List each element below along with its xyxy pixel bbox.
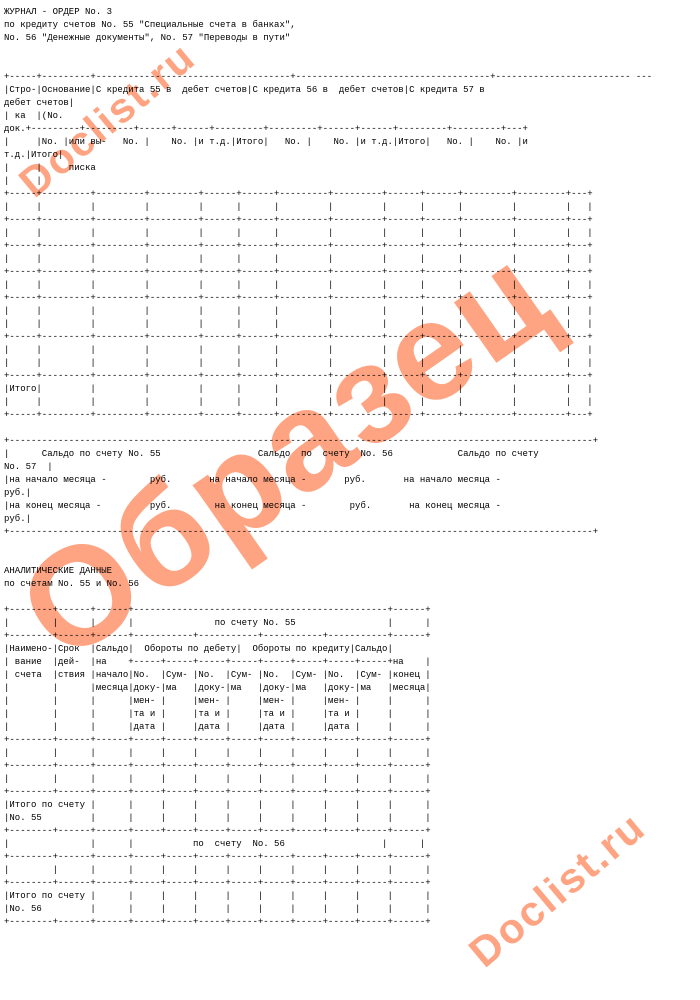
saldo-l3: |на конец месяца - руб. на конец месяца … [4, 501, 501, 511]
saldo-top: +---------------------------------------… [4, 436, 598, 446]
t1-h4: | |No. |или вы- No. | No. |и т.д.|Итого|… [4, 137, 528, 147]
t2-h5: | | | |мен- | |мен- | |мен- | |мен- | | … [4, 696, 431, 706]
t1-row: | | | | | | | | | | | | | | [4, 306, 593, 316]
t1-itogo: |Итого| | | | | | | | | | | | | [4, 384, 593, 394]
saldo-l2: |на начало месяца - руб. на начало месяц… [4, 475, 501, 485]
t2-row: | | | | | | | | | | | | | [4, 865, 431, 875]
t2-top: +--------+------+------+----------------… [4, 605, 431, 615]
t2-h1: |Наимено-|Срок |Сальдо| Обороты по дебет… [4, 644, 393, 654]
t1-h1b: дебет счетов| [4, 98, 74, 108]
t1-h2: | ка |(No. [4, 111, 63, 121]
t1-rowsep: +-----+---------+---------+---------+---… [4, 267, 593, 277]
t1-row: | | | | | | | | | | | | | | [4, 280, 593, 290]
t2-rowsep: +--------+------+------+-----+-----+----… [4, 826, 431, 836]
t2-h4: | | |месяца|доку-|ма |доку-|ма |доку-|ма… [4, 683, 431, 693]
t2-h6: | | | |та и | |та и | |та и | |та и | | … [4, 709, 431, 719]
header-line-1: ЖУРНАЛ - ОРДЕР No. 3 [4, 7, 112, 17]
t2-sep0: +--------+------+------+-----------+----… [4, 631, 431, 641]
header-line-2: по кредиту счетов No. 55 "Специальные сч… [4, 20, 296, 30]
t1-rowsep: +-----+---------+---------+---------+---… [4, 371, 593, 381]
t2-h7: | | | |дата | |дата | |дата | |дата | | … [4, 722, 431, 732]
t1-h5: | | писка [4, 163, 96, 173]
t2-rowsep: +--------+------+------+-----+-----+----… [4, 852, 431, 862]
t2-h3: | счета |ствия |начало|No. |Сум- |No. |С… [4, 670, 431, 680]
saldo-l3b: руб.| [4, 514, 31, 524]
t2-h0: | | | | по счету No. 55 | | [4, 618, 431, 628]
saldo-l1: | Сальдо по счету No. 55 Сальдо по счету… [4, 449, 539, 459]
t1-row: | | | | | | | | | | | | | | [4, 202, 593, 212]
saldo-l1b: No. 57 | [4, 462, 53, 472]
t1-h1: |Стро-|Основание|С кредита 55 в дебет сч… [4, 85, 485, 95]
t1-row: | | | | | | | | | | | | | | [4, 228, 593, 238]
t2-acc56hdr: | | | по счету No. 56 | | [4, 839, 425, 849]
t1-row: | | | | | | | | | | | | | | [4, 358, 593, 368]
t2-rowsep: +--------+------+------+-----+-----+----… [4, 761, 431, 771]
t1-row: | | | | | | | | | | | | | | [4, 345, 593, 355]
header-line-3: No. 56 "Денежные документы", No. 57 "Пер… [4, 33, 290, 43]
t1-row: | | | | | | | | | | | | | | [4, 397, 593, 407]
t2-row: | | | | | | | | | | | | | [4, 774, 431, 784]
t2-rowsep: +--------+------+------+-----+-----+----… [4, 787, 431, 797]
t1-bot: +-----+---------+---------+---------+---… [4, 410, 593, 420]
analytic-title-1: АНАЛИТИЧЕСКИЕ ДАННЫЕ [4, 566, 112, 576]
t1-rowsep: +-----+---------+---------+---------+---… [4, 293, 593, 303]
t2-h2: | вание |дей- |на +-----+-----+-----+---… [4, 657, 431, 667]
document-body: ЖУРНАЛ - ОРДЕР No. 3 по кредиту счетов N… [0, 0, 700, 935]
t1-rowsep: +-----+---------+---------+---------+---… [4, 215, 593, 225]
t1-h4b: т.д.|Итого| [4, 150, 63, 160]
t1-row: | | | | | | | | | | | | | | [4, 319, 593, 329]
t1-rowsep: +-----+---------+---------+---------+---… [4, 241, 593, 251]
t2-itogo56b: |No. 56 | | | | | | | | | | | [4, 904, 431, 914]
t1-row: | | | | | | | | | | | | | | [4, 254, 593, 264]
analytic-title-2: по счетам No. 55 и No. 56 [4, 579, 139, 589]
t1-h6: | | [4, 176, 42, 186]
t2-rowsep: +--------+------+------+-----+-----+----… [4, 917, 431, 927]
t1-sep: +-----+---------+---------+---------+---… [4, 189, 593, 199]
t1-h3: док.+---------+---------+------+------+-… [4, 124, 528, 134]
t2-itogo56a: |Итого по счету | | | | | | | | | | | [4, 891, 431, 901]
t2-itogo55a: |Итого по счету | | | | | | | | | | | [4, 800, 431, 810]
t2-row: | | | | | | | | | | | | | [4, 748, 431, 758]
t2-sep1: +--------+------+------+-----+-----+----… [4, 735, 431, 745]
t1-top: +-----+---------+-----------------------… [4, 72, 652, 82]
t2-itogo55b: |No. 55 | | | | | | | | | | | [4, 813, 431, 823]
t1-rowsep: +-----+---------+---------+---------+---… [4, 332, 593, 342]
t2-rowsep: +--------+------+------+-----+-----+----… [4, 878, 431, 888]
saldo-bot: +---------------------------------------… [4, 527, 598, 537]
saldo-l2b: руб.| [4, 488, 31, 498]
